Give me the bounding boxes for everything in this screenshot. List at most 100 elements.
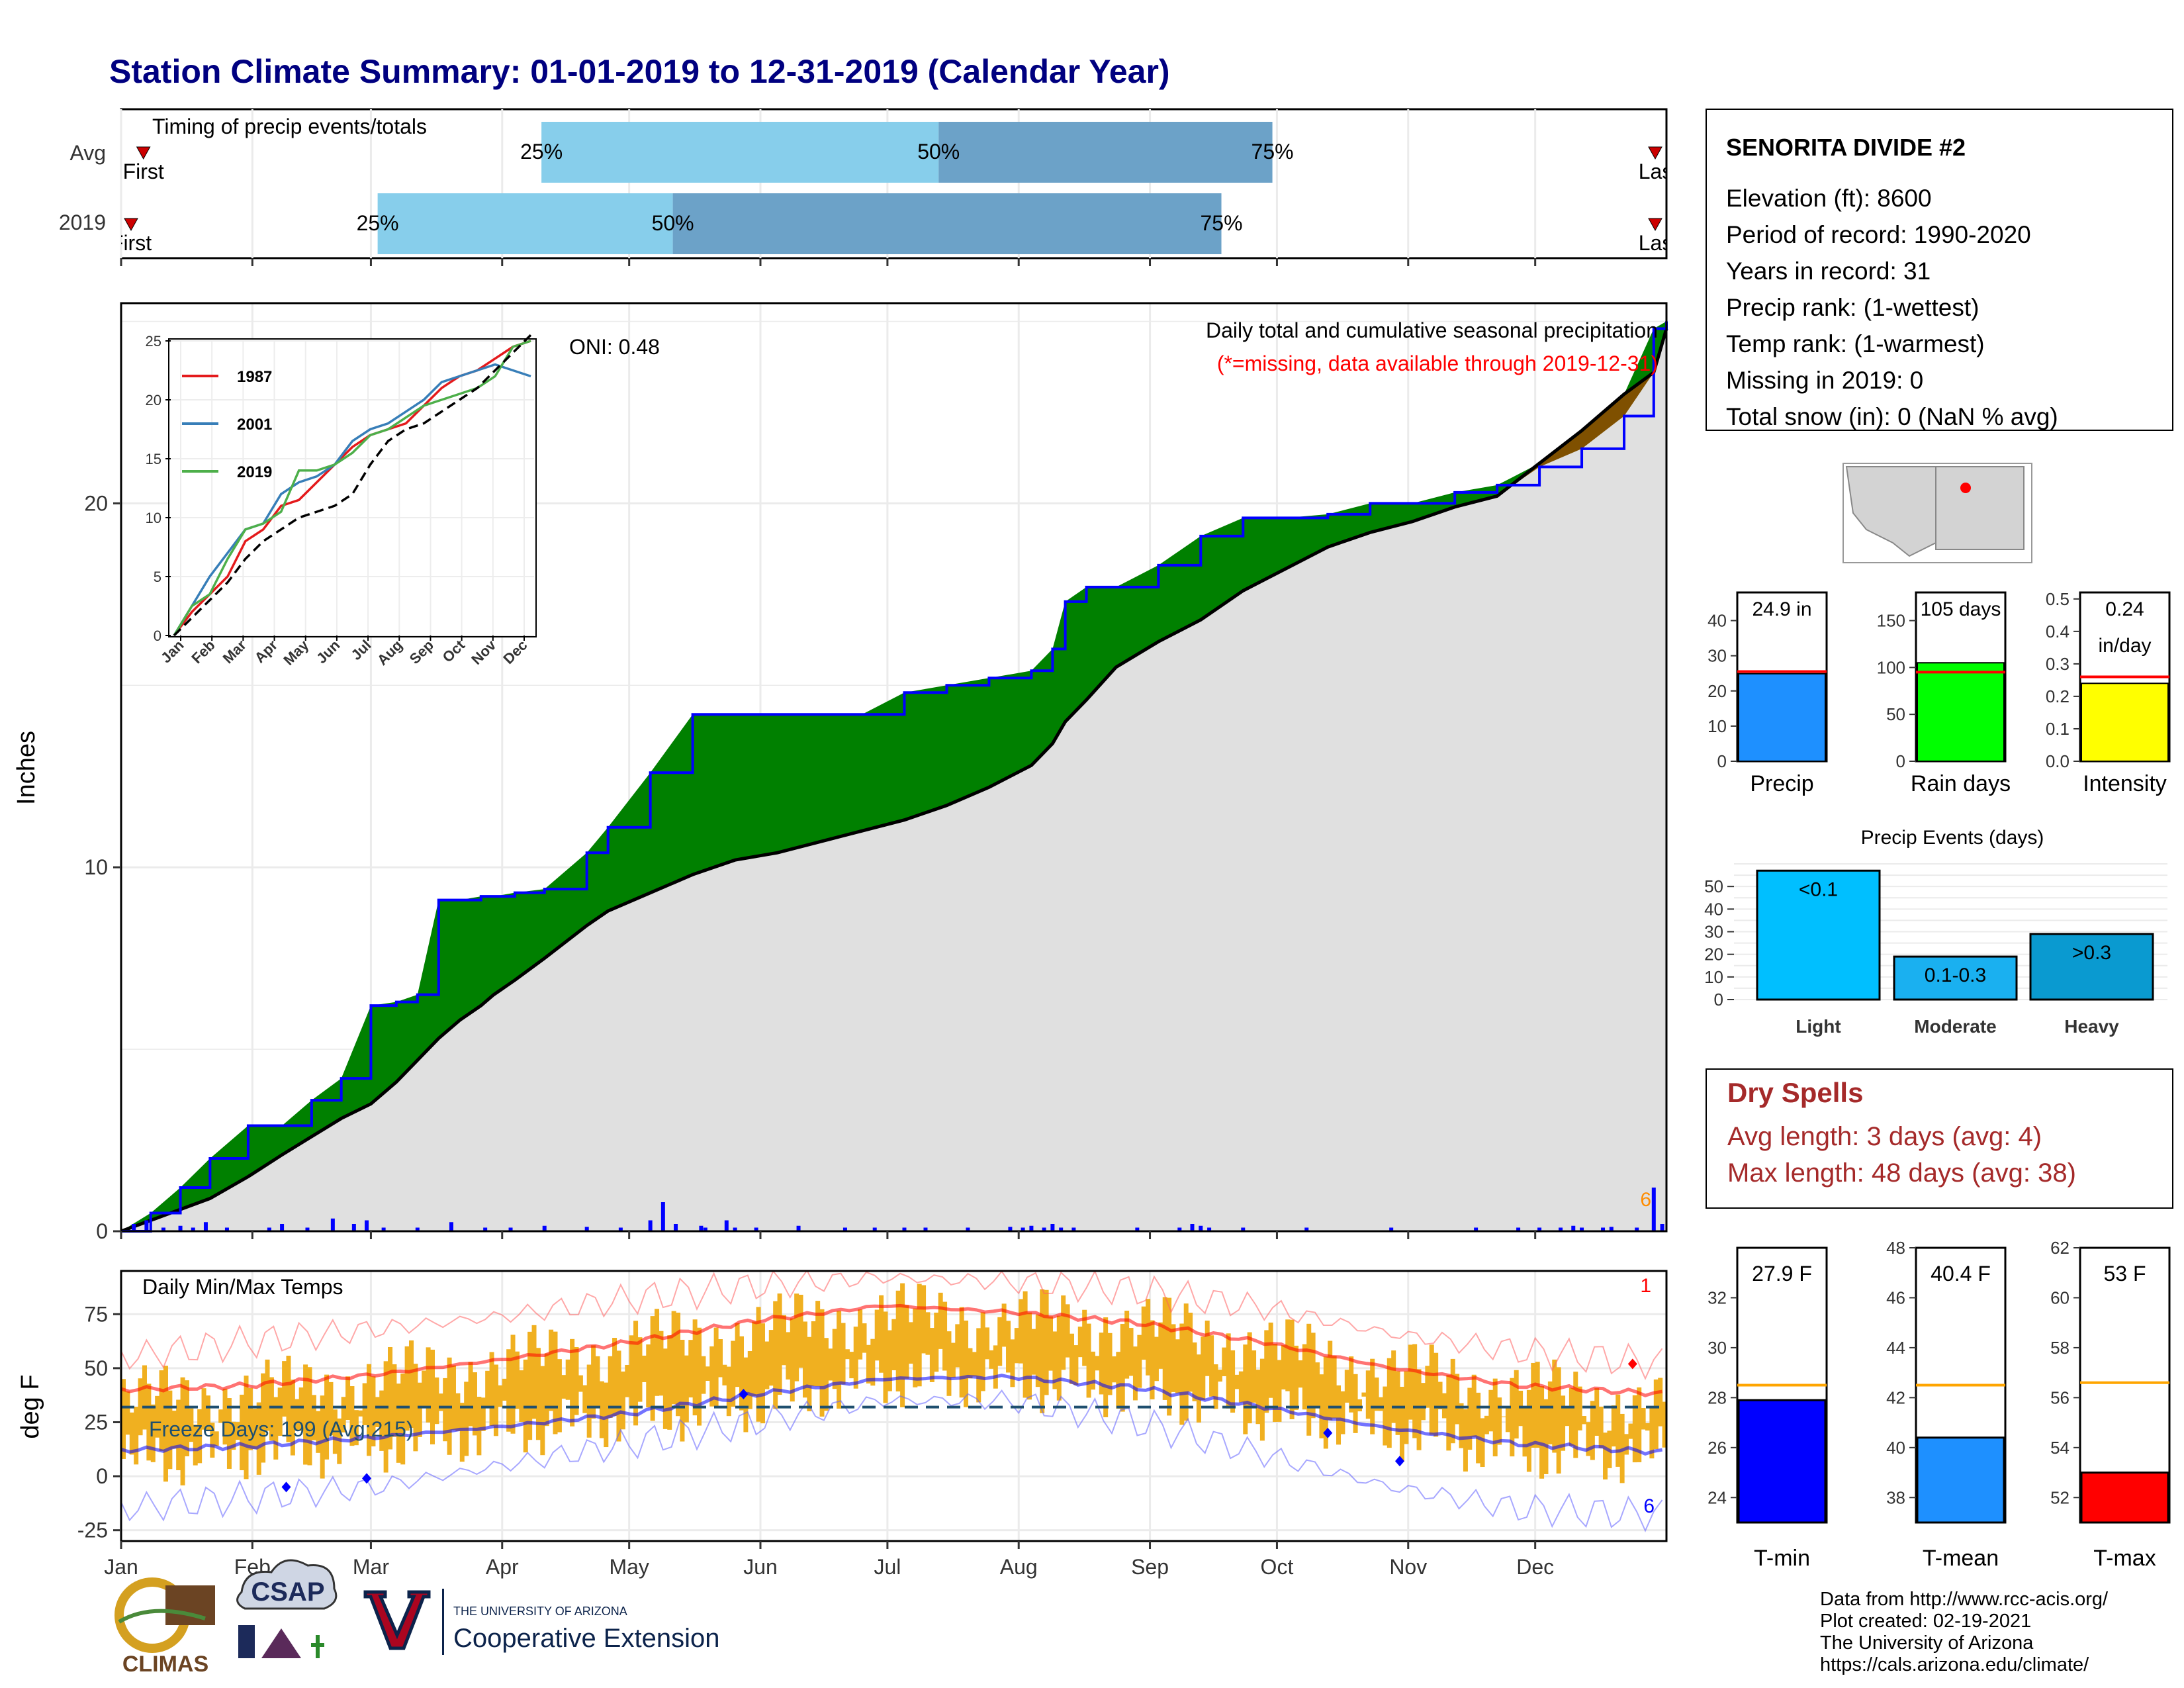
daily-temp-bar [1488, 1389, 1494, 1432]
temp-bar-y-tick-label: 40 [1886, 1438, 1905, 1458]
daily-temp-bar [180, 1377, 185, 1485]
daily-temp-bar [1471, 1374, 1477, 1437]
daily-temp-bar [383, 1361, 388, 1473]
inset-legend-label: 1987 [237, 368, 272, 386]
daily-temp-bar [629, 1335, 634, 1407]
daily-temp-bar [756, 1307, 761, 1422]
daily-temp-bar [1268, 1322, 1273, 1398]
daily-temp-bar [1611, 1405, 1616, 1447]
daily-temp-bar [1480, 1418, 1485, 1468]
temp-bar-y-tick-label: 46 [1886, 1288, 1905, 1307]
daily-precip-bar [280, 1224, 285, 1231]
daily-temp-bar [269, 1377, 274, 1441]
daily-temp-bar [858, 1309, 863, 1360]
daily-temp-bar [193, 1425, 198, 1466]
temp-record-marker [1394, 1456, 1404, 1467]
precip-y-tick-label: 20 [84, 491, 108, 515]
daily-temp-bar [1565, 1406, 1570, 1427]
daily-temp-bar [167, 1390, 173, 1470]
daily-temp-bar [1624, 1434, 1629, 1455]
station-temp-rank: Temp rank: (1-warmest) [1726, 330, 1985, 357]
event-bar-light [1756, 869, 1881, 1001]
temp-bar-y-tick-label: 58 [2050, 1338, 2070, 1358]
daily-temp-bar [1277, 1360, 1282, 1422]
last-event-marker [1648, 218, 1662, 232]
daily-temp-bar [214, 1431, 219, 1446]
daily-temp-bar [218, 1409, 224, 1423]
daily-temp-bar [904, 1305, 909, 1379]
daily-temp-bar [1416, 1369, 1422, 1450]
temp-y-tick-label: 75 [84, 1302, 108, 1326]
daily-temp-bar [777, 1293, 782, 1395]
first-event-label: First [123, 160, 164, 183]
daily-precip-bar [1207, 1227, 1212, 1231]
daily-temp-bar [527, 1331, 533, 1440]
daily-temp-bar [938, 1292, 943, 1349]
daily-temp-bar [819, 1309, 825, 1417]
daily-precip-bar [1537, 1227, 1542, 1231]
daily-temp-bar [1128, 1328, 1134, 1376]
events-y-tick-label: 20 [1704, 945, 1723, 964]
daily-temp-bar [1590, 1401, 1595, 1460]
precip-end-count: 6 [1640, 1189, 1651, 1211]
daily-temp-bar [646, 1344, 651, 1408]
footer: Data from http://www.rcc-acis.org/ Plot … [114, 1559, 2109, 1677]
daily-temp-bar [1171, 1324, 1176, 1392]
daily-temp-bar [807, 1336, 812, 1411]
daily-temp-bar [171, 1411, 177, 1449]
month-label-mar: Mar [353, 1555, 389, 1579]
daily-temp-bar [438, 1393, 443, 1411]
daily-temp-bar [468, 1362, 473, 1427]
daily-precip-bar [1516, 1227, 1521, 1231]
daily-temp-bar [1238, 1371, 1244, 1403]
daily-temp-bar [1420, 1383, 1426, 1421]
daily-temp-bar [290, 1380, 295, 1456]
daily-temp-bar [426, 1347, 431, 1423]
daily-temp-bar [244, 1376, 249, 1479]
precip-frame [120, 302, 1668, 1233]
summary-bars: 0 10 20 30 40 24.9 in Precip 0 50 100 150 105 days R… [1707, 589, 2171, 796]
csap-cactus [311, 1635, 324, 1658]
events-y-tick-label: 40 [1704, 899, 1723, 919]
daily-temp-bar [1222, 1347, 1227, 1376]
station-location-dot [1960, 483, 1971, 493]
daily-temp-bar [786, 1332, 791, 1380]
daily-temp-bar [1107, 1333, 1113, 1395]
daily-temp-bar [862, 1323, 867, 1353]
temp-bar-y-tick-label: 32 [1707, 1288, 1727, 1307]
daily-temp-bar [353, 1410, 359, 1446]
daily-temp-bar [176, 1399, 181, 1470]
daily-temp-bar [773, 1301, 778, 1409]
daily-temp-bar [1361, 1392, 1367, 1397]
daily-temp-bar [1230, 1350, 1236, 1413]
temp-frame [120, 1270, 1668, 1542]
daily-temp-bar [1450, 1358, 1455, 1444]
inset-frame [168, 338, 537, 637]
freeze-days-label: Freeze Days: 199 (Avg:215) [149, 1417, 414, 1441]
daily-temp-bar [163, 1366, 168, 1482]
daily-temp-bar [146, 1383, 152, 1461]
page-title: Station Climate Summary: 01-01-2019 to 1… [109, 53, 1170, 90]
normal-min-line [121, 1374, 1663, 1456]
daily-temp-bar [434, 1377, 439, 1425]
daily-temp-bar [1539, 1386, 1545, 1479]
event-bar-label: 0.1-0.3 [1925, 964, 1986, 986]
daily-temp-bar [1255, 1370, 1261, 1425]
timing-p50-label: 50% [652, 211, 694, 235]
daily-temp-bar [265, 1359, 270, 1431]
daily-precip-bar [902, 1227, 907, 1231]
daily-precip-bar [1135, 1227, 1140, 1231]
daily-temp-bar [794, 1293, 799, 1382]
daily-temp-bar [150, 1404, 156, 1462]
daily-temp-bar [1306, 1323, 1312, 1436]
daily-temp-bar [1010, 1339, 1015, 1387]
daily-temp-bar [828, 1348, 833, 1381]
daily-temp-bar [1459, 1403, 1464, 1448]
daily-temp-bar [637, 1337, 643, 1402]
daily-temp-bar [798, 1294, 803, 1368]
daily-temp-bar [1285, 1319, 1291, 1391]
daily-temp-bar [718, 1339, 723, 1378]
daily-temp-bar [731, 1340, 736, 1407]
summary-bar-name: Rain days [1911, 771, 2011, 796]
daily-temp-bar [1188, 1313, 1193, 1392]
